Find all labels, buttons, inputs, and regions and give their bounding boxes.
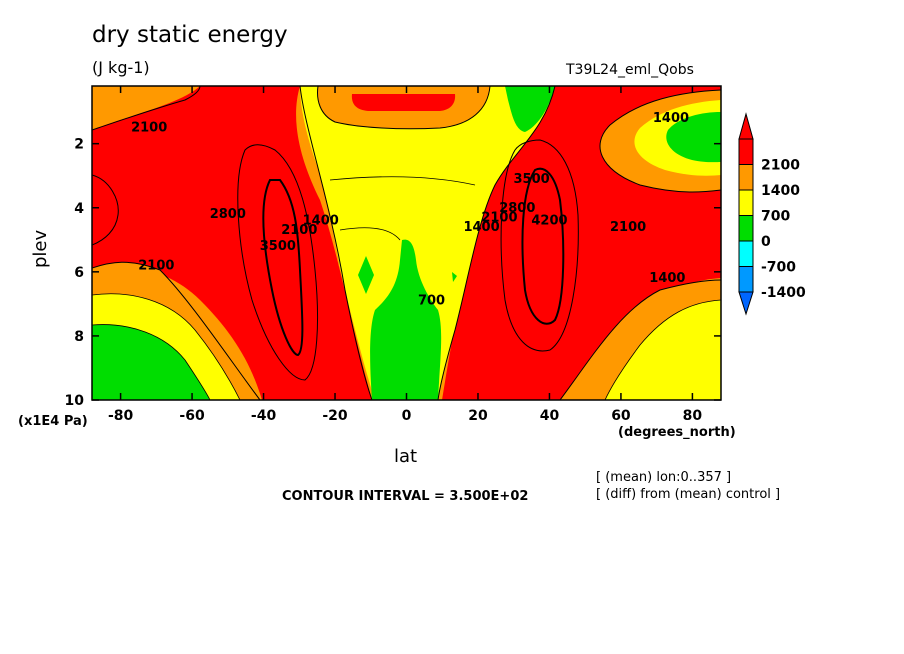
y-tick-label: 10: [65, 393, 85, 409]
colorbar-swatch: [738, 189, 754, 216]
contour-lines: [92, 86, 721, 400]
field-green-south-lower: [92, 324, 210, 400]
x-axis-label: lat: [394, 446, 418, 467]
colorbar-bottom-arrow: [738, 291, 754, 316]
axis-ticks: -80 -60 -40 -20 0 20 40 60 80 2 4 6 8 10: [65, 86, 721, 424]
colorbar-label: -1400: [761, 285, 806, 301]
field-green-north-upper: [666, 112, 721, 163]
contour-label: 2800: [210, 207, 246, 222]
colorbar-label: 1400: [761, 183, 800, 199]
contour-label: 4200: [531, 214, 567, 229]
contour-label: 2100: [481, 210, 517, 225]
contour-fill-layers: [92, 86, 721, 400]
colorbar-label: 2100: [761, 158, 800, 174]
y-tick-label: 8: [74, 329, 84, 345]
field-yellow-north-lower: [605, 300, 721, 400]
x-tick-label: -60: [179, 408, 205, 424]
contour-label: 2100: [610, 220, 646, 235]
contour-label: 1400: [649, 271, 685, 286]
x-tick-label: -80: [108, 408, 134, 424]
colorbar-swatch: [738, 240, 754, 267]
contour-label: 700: [418, 294, 445, 309]
contour-line: [317, 86, 491, 130]
field-red-east-edge: [698, 195, 721, 235]
contour-line: [521, 167, 565, 325]
y-tick-label: 2: [74, 137, 84, 153]
contour-label: 2800: [499, 201, 535, 216]
chart-title: dry static energy: [92, 22, 288, 48]
mean-note: [ (mean) lon:0..357 ]: [596, 470, 732, 485]
x-tick-label: -40: [251, 408, 277, 424]
contour-labels: 2100280035002100140021001400210028003500…: [131, 111, 689, 309]
y-axis-units: (x1E4 Pa): [18, 414, 88, 429]
contour-label: 2100: [131, 121, 167, 136]
contour-interval: CONTOUR INTERVAL = 3.500E+02: [282, 489, 529, 504]
contour-line: [339, 227, 401, 241]
contour-label: 1400: [653, 111, 689, 126]
contour-line: [437, 86, 556, 400]
y-tick-label: 6: [74, 265, 84, 281]
x-tick-label: 20: [468, 408, 488, 424]
x-tick-label: 60: [611, 408, 631, 424]
colorbar-swatch: [738, 215, 754, 242]
contour-label: 1400: [303, 214, 339, 229]
contour-line: [262, 179, 304, 357]
contour-line: [500, 139, 579, 352]
contour-line: [92, 324, 211, 400]
field-green-center: [370, 239, 442, 400]
field-green-top: [505, 86, 555, 132]
contour-line: [329, 176, 476, 186]
contour-label: 3500: [260, 239, 296, 254]
colorbar: 2100 1400 700 0 -700 -1400: [738, 112, 806, 316]
contour-label: 1400: [463, 220, 499, 235]
colorbar-label: -700: [761, 260, 796, 276]
contour-line: [604, 299, 721, 400]
field-yellow-center: [300, 86, 555, 400]
contour-label: 2100: [281, 223, 317, 238]
contour-line: [92, 261, 261, 400]
field-red-center-top: [351, 94, 456, 111]
x-axis-units: (degrees_north): [618, 425, 736, 440]
colorbar-swatch: [738, 164, 754, 191]
contour-line: [299, 86, 373, 400]
y-tick-label: 4: [74, 201, 84, 217]
field-green-small: [452, 272, 457, 282]
y-axis-label: plev: [30, 229, 51, 268]
field-green-spot: [358, 256, 374, 294]
chart-units: (J kg-1): [92, 58, 150, 77]
x-tick-label: -20: [322, 408, 348, 424]
colorbar-swatch: [738, 266, 754, 293]
colorbar-swatch: [738, 138, 754, 165]
colorbar-label: 700: [761, 209, 790, 225]
contour-line: [599, 89, 721, 193]
contour-line: [92, 174, 119, 246]
contour-label: 3500: [513, 172, 549, 187]
field-orange-south-upper: [92, 86, 200, 130]
colorbar-label: 0: [761, 234, 771, 250]
x-tick-label: 80: [683, 408, 703, 424]
contour-line: [237, 144, 318, 381]
x-tick-label: 40: [540, 408, 560, 424]
run-label: T39L24_eml_Qobs: [566, 62, 694, 78]
x-tick-label: 0: [402, 408, 412, 424]
contour-line: [559, 279, 721, 400]
contour-line: [92, 86, 201, 131]
diff-note: [ (diff) from (mean) control ]: [596, 487, 781, 502]
colorbar-top-arrow: [738, 112, 754, 140]
contour-label: 2100: [138, 258, 174, 273]
contour-line: [92, 293, 241, 400]
